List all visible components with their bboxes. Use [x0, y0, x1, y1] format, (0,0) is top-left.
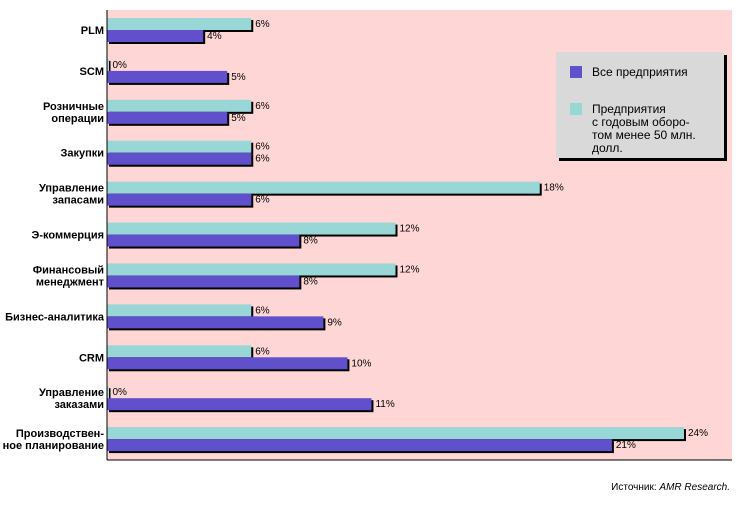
data-label: 6% — [255, 154, 270, 165]
category-label-line: менеджмент — [36, 276, 105, 288]
bar-all-enterprises — [107, 152, 252, 165]
legend-label-line: долл. — [592, 141, 623, 155]
bar-all-enterprises — [107, 234, 300, 247]
legend-label-line: с годовым оборо- — [592, 115, 690, 129]
category-label-line: заказами — [54, 399, 104, 411]
category-label-line: Управление — [39, 183, 104, 195]
data-label: 8% — [303, 276, 318, 287]
category-label: Производствен-ное планирование — [3, 428, 105, 452]
category-label: Э-коммерция — [32, 230, 104, 242]
bar-all-enterprises — [107, 398, 372, 411]
legend-swatch — [570, 103, 582, 115]
data-label: 8% — [303, 236, 318, 247]
legend-label: Предприятия с годовым оборо-том менее 50 … — [592, 102, 696, 155]
bar-small-enterprises — [107, 386, 109, 399]
bar-all-enterprises — [107, 70, 228, 83]
category-label-line: Управление — [39, 387, 104, 399]
legend: Все предприятия Предприятия с годовым обор… — [556, 52, 727, 161]
data-label: 6% — [255, 142, 270, 153]
category-label-line: Закупки — [60, 148, 104, 160]
data-label: 0% — [113, 60, 128, 71]
legend-label-line: Все предприятия — [592, 65, 688, 79]
category-label-line: PLM — [81, 25, 104, 37]
category-label-line: SCM — [80, 66, 104, 78]
bar-small-enterprises — [107, 18, 252, 30]
bar-all-enterprises — [107, 193, 252, 206]
legend-label: Все предприятия — [592, 65, 688, 79]
bar-all-enterprises — [107, 439, 612, 452]
bar-small-enterprises — [107, 345, 252, 358]
data-label: 12% — [400, 224, 420, 235]
legend-box — [556, 52, 724, 158]
legend-label-line: том менее 50 млн. — [592, 128, 696, 142]
category-label: Розничные операции — [43, 101, 104, 125]
bar-all-enterprises — [107, 357, 348, 370]
category-label-line: CRM — [79, 352, 104, 364]
category-label: Управление запасами — [39, 183, 104, 207]
data-label: 24% — [688, 428, 708, 439]
data-label: 21% — [616, 440, 636, 451]
source-name: AMR Research. — [658, 482, 730, 493]
category-label-line: Розничные — [43, 101, 104, 113]
category-label: Финансовый менеджмент — [33, 264, 105, 288]
data-label: 12% — [400, 264, 420, 275]
bars-layer: 6%4%0%5%6%5%6%6%18%6%12%8%12%8%6%9%6%10%… — [107, 18, 708, 454]
data-label: 6% — [255, 101, 270, 112]
data-label: 4% — [207, 31, 222, 42]
bar-small-enterprises — [107, 140, 252, 153]
source-note: Источник: AMR Research. — [611, 482, 730, 493]
data-label: 10% — [351, 358, 371, 369]
bar-all-enterprises — [107, 111, 228, 124]
bar-small-enterprises — [107, 222, 396, 235]
category-label-line: запасами — [53, 195, 104, 207]
category-label-line: Производствен- — [16, 428, 104, 440]
category-label-line: Бизнес-аналитика — [5, 311, 105, 323]
data-label: 6% — [255, 195, 270, 206]
bar-all-enterprises — [107, 275, 300, 288]
legend-label-line: Предприятия — [592, 102, 666, 116]
category-label-line: ное планирование — [3, 440, 104, 452]
category-label: Закупки — [60, 148, 104, 160]
category-label: CRM — [79, 352, 104, 364]
bar-small-enterprises — [107, 58, 109, 71]
bar-all-enterprises — [107, 30, 204, 42]
category-label: Бизнес-аналитика — [5, 311, 105, 323]
category-label-line: операции — [51, 113, 104, 125]
category-label-line: Финансовый — [33, 264, 104, 276]
category-label: PLM — [81, 25, 104, 37]
bar-small-enterprises — [107, 99, 252, 112]
data-label: 6% — [255, 19, 270, 30]
bar-small-enterprises — [107, 427, 684, 440]
data-label: 11% — [375, 399, 394, 410]
data-label: 5% — [231, 72, 246, 83]
data-label: 9% — [327, 317, 342, 328]
data-label: 6% — [255, 346, 270, 357]
data-label: 6% — [255, 305, 270, 316]
bar-small-enterprises — [107, 304, 252, 317]
bar-shadow — [109, 388, 111, 401]
category-label: Управление заказами — [39, 387, 104, 411]
data-label: 18% — [544, 183, 564, 194]
data-label: 0% — [113, 387, 128, 398]
data-label: 5% — [231, 113, 246, 124]
bar-small-enterprises — [107, 181, 540, 194]
bar-small-enterprises — [107, 263, 396, 276]
bar-shadow — [109, 60, 111, 73]
category-label-line: Э-коммерция — [32, 230, 104, 242]
source-prefix: Источник: — [611, 482, 659, 493]
legend-swatch — [570, 66, 582, 78]
bar-all-enterprises — [107, 316, 324, 329]
category-label: SCM — [80, 66, 104, 78]
